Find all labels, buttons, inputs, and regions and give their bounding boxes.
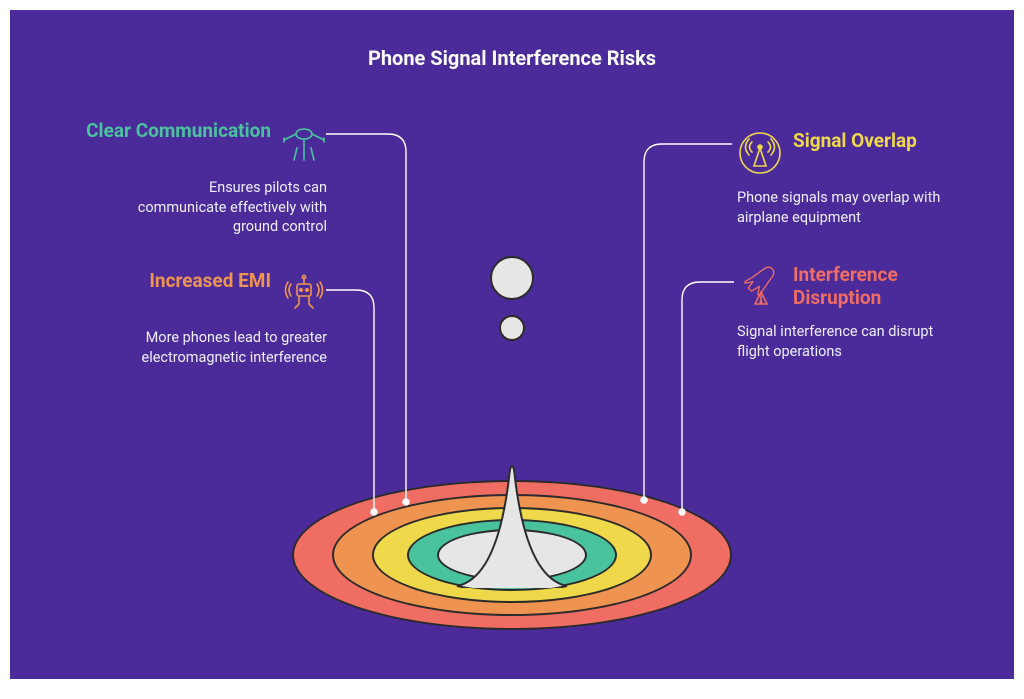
drop-splash-icon	[452, 458, 572, 588]
item-title: Clear Communication	[86, 120, 271, 143]
item-title: Interference Disruption	[793, 264, 982, 310]
item-signal-overlap: Signal Overlap Phone signals may overlap…	[737, 130, 982, 227]
ripple-graphic	[262, 430, 762, 650]
airplane-front-icon	[281, 120, 327, 166]
item-title: Signal Overlap	[793, 130, 917, 153]
page-title: Phone Signal Interference Risks	[368, 46, 656, 70]
antenna-icon	[737, 130, 783, 176]
drop-small-icon	[499, 315, 525, 341]
item-desc: Ensures pilots can communicate effective…	[117, 178, 327, 237]
infographic-panel: Phone Signal Interference Risks	[10, 10, 1014, 679]
plane-warning-icon	[737, 264, 783, 310]
item-desc: More phones lead to greater electromagne…	[117, 328, 327, 367]
item-interference-disruption: Interference Disruption Signal interfere…	[737, 264, 982, 361]
item-clear-communication: Clear Communication Ensures pilots can c…	[65, 120, 327, 237]
item-desc: Signal interference can disrupt flight o…	[737, 322, 947, 361]
item-title: Increased EMI	[149, 270, 271, 293]
robot-signal-icon	[281, 270, 327, 316]
item-increased-emi: Increased EMI More phones lead to greate…	[65, 270, 327, 367]
drop-big-icon	[490, 256, 534, 300]
item-desc: Phone signals may overlap with airplane …	[737, 188, 947, 227]
